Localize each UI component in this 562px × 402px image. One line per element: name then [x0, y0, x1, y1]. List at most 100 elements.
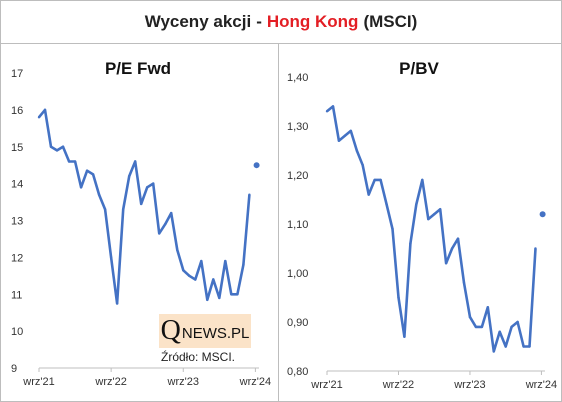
y-tick-label: 11	[11, 289, 22, 301]
data-point	[109, 256, 113, 259]
data-point	[385, 203, 388, 206]
logo-q: Q	[160, 315, 181, 346]
data-point	[152, 182, 155, 185]
data-point	[474, 325, 478, 329]
data-point	[444, 262, 448, 265]
data-point	[367, 193, 370, 196]
y-tick-label: 1,20	[287, 170, 308, 182]
data-point	[85, 169, 89, 172]
y-tick-label: 1,10	[287, 219, 308, 231]
data-point	[176, 248, 179, 252]
data-point	[61, 145, 65, 148]
data-point	[522, 345, 525, 348]
data-point	[486, 306, 490, 309]
data-point	[103, 208, 107, 211]
data-point	[468, 315, 472, 319]
x-tick-label: wrz'22	[94, 376, 126, 388]
data-point	[242, 263, 245, 266]
y-tick-label: 9	[11, 363, 17, 375]
x-tick-label: wrz'22	[382, 379, 414, 391]
data-point	[534, 247, 537, 250]
figure-title: Wyceny akcji - Hong Kong (MSCI)	[1, 1, 561, 44]
data-point	[433, 213, 436, 216]
data-point	[170, 211, 173, 215]
data-point	[224, 259, 227, 263]
data-point	[212, 278, 215, 281]
chart-title: P/E Fwd	[105, 59, 171, 78]
data-point	[355, 149, 358, 152]
data-point	[91, 173, 95, 176]
data-point	[403, 335, 406, 338]
y-tick-label: 1,00	[287, 268, 308, 280]
title-suffix: (MSCI)	[363, 12, 418, 31]
y-tick-label: 15	[11, 142, 23, 154]
latest-point-marker	[253, 162, 260, 169]
data-point	[73, 160, 77, 163]
chart-title: P/BV	[399, 59, 439, 78]
x-tick-label: wrz'24	[525, 379, 557, 391]
data-point	[337, 139, 341, 142]
logo-text: NEWS.PL	[181, 325, 250, 342]
x-tick-label: wrz'23	[453, 379, 485, 391]
data-point	[391, 227, 394, 231]
y-tick-label: 0,80	[287, 366, 308, 378]
pbv-chart: P/BV 0,80 0,90 1,00 1,10 1,20 1,30 1,40 wrz'21 wr…	[287, 59, 557, 391]
data-point	[55, 149, 59, 152]
data-point	[79, 186, 83, 189]
data-point	[158, 232, 161, 235]
data-point	[139, 202, 143, 206]
y-tick-label: 0,90	[287, 317, 308, 329]
data-point	[230, 293, 233, 296]
data-point	[133, 160, 137, 163]
data-point	[206, 298, 209, 301]
data-point	[194, 278, 197, 281]
data-point	[456, 237, 460, 240]
data-point	[450, 247, 454, 250]
data-point	[349, 129, 353, 133]
y-tick-label: 1,30	[287, 121, 308, 133]
panel-divider	[278, 44, 279, 401]
data-point	[480, 325, 484, 329]
data-point	[145, 186, 149, 189]
data-point	[373, 178, 376, 182]
series-line	[37, 108, 251, 305]
y-tick-label: 10	[11, 326, 23, 338]
data-point	[200, 259, 203, 263]
y-tick-label: 17	[11, 68, 23, 80]
data-point	[331, 105, 335, 108]
data-point	[248, 193, 251, 196]
data-point	[421, 178, 424, 182]
x-tick-label: wrz'21	[310, 379, 342, 391]
data-point	[343, 134, 347, 137]
data-point	[498, 330, 501, 333]
data-point	[492, 350, 495, 353]
title-prefix: Wyceny akcji	[144, 12, 252, 31]
x-tick-label: wrz'24	[239, 376, 271, 388]
data-point	[361, 164, 364, 167]
data-point	[528, 345, 531, 348]
data-point	[188, 274, 191, 278]
data-point	[409, 242, 412, 245]
data-point	[504, 345, 507, 348]
data-point	[462, 281, 466, 284]
y-tick-label: 16	[11, 105, 23, 117]
y-tick-label: 13	[11, 216, 23, 228]
data-point	[115, 302, 119, 305]
qnews-logo: Q NEWS.PL	[159, 314, 251, 348]
data-point	[127, 175, 131, 178]
data-point	[49, 145, 53, 148]
pe-fwd-chart: P/E Fwd 9 10 11 12 13 14 15 16 17 wrz'21 wrz'22 wrz'…	[11, 59, 271, 388]
data-point	[325, 110, 329, 113]
series-line	[326, 105, 537, 353]
data-point	[37, 116, 41, 119]
data-point	[427, 217, 430, 221]
y-tick-label: 1,40	[287, 72, 308, 84]
data-point	[97, 193, 101, 196]
data-point	[43, 108, 47, 112]
data-point	[415, 203, 418, 206]
data-point	[236, 293, 239, 296]
title-dash: -	[256, 12, 262, 31]
data-point	[438, 208, 442, 211]
data-point	[397, 296, 400, 299]
